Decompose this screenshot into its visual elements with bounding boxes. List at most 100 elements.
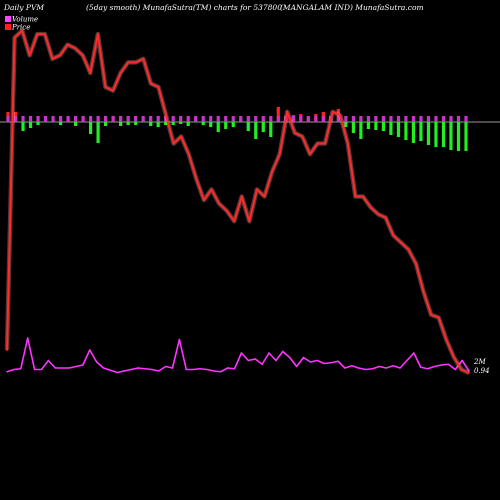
pvm-bar-32 <box>246 122 250 131</box>
pvm-bar-34 <box>261 122 265 132</box>
price-point-28 <box>218 202 220 205</box>
pvm-bar-cap-0 <box>6 116 10 122</box>
price-point-32 <box>248 220 251 223</box>
volume-point-64 <box>447 363 450 365</box>
volume-point-6 <box>47 359 50 362</box>
pvm-bar-cap-4 <box>36 116 40 122</box>
pvm-bar-17 <box>134 122 138 125</box>
pvm-bar-29 <box>224 122 228 129</box>
price-point-10 <box>81 54 84 57</box>
volume-point-11 <box>82 364 84 366</box>
volume-point-40 <box>282 350 284 353</box>
volume-point-14 <box>102 367 105 369</box>
price-point-42 <box>324 142 326 145</box>
price-point-29 <box>225 209 228 212</box>
price-point-41 <box>316 142 319 145</box>
price-point-47 <box>362 195 364 198</box>
pvm-bar-58 <box>441 122 446 147</box>
volume-point-18 <box>130 368 132 371</box>
price-point-3 <box>28 54 31 57</box>
pvm-bar-cap-22 <box>171 116 175 122</box>
pvm-bar-cap-55 <box>419 116 423 122</box>
price-point-30 <box>233 220 236 223</box>
header-center-right: (MANGALAM IND) MunafaSutra.com <box>280 3 424 12</box>
pvm-bar-cap-59 <box>449 116 453 122</box>
volume-point-26 <box>185 368 187 371</box>
price-point-34 <box>263 195 266 198</box>
header-left: Daily PVM <box>3 3 44 12</box>
price-point-53 <box>407 248 410 251</box>
pvm-bar-cap-49 <box>374 116 378 122</box>
volume-point-34 <box>240 352 243 354</box>
pvm-bar-cap-9 <box>73 116 78 122</box>
volume-point-35 <box>247 359 250 362</box>
pvm-bar-cap-36 <box>276 116 280 122</box>
pvm-bar-cap-20 <box>156 116 160 122</box>
pvm-bar-28 <box>216 122 220 132</box>
pvm-bar-51 <box>389 122 393 135</box>
legend-volume-label: Volume <box>12 16 38 24</box>
price-point-8 <box>66 43 69 46</box>
pvm-bar-57 <box>434 122 438 147</box>
volume-point-3 <box>26 337 29 339</box>
pvm-bar-36 <box>276 107 280 122</box>
price-point-0 <box>6 349 8 351</box>
pvm-bar-cap-21 <box>164 116 168 122</box>
price-point-17 <box>134 61 137 64</box>
pvm-bar-11 <box>88 122 93 134</box>
pvm-bar-cap-56 <box>426 116 431 122</box>
pvm-bar-20 <box>156 122 160 127</box>
pvm-bar-cap-5 <box>43 116 48 122</box>
volume-last-label: 2M <box>473 358 486 366</box>
pvm-bar-cap-15 <box>119 116 123 122</box>
pvm-bar-cap-28 <box>216 116 220 122</box>
volume-line <box>6 337 470 374</box>
volume-point-10 <box>75 365 77 368</box>
pvm-bar-cap-13 <box>104 116 108 122</box>
pvm-bar-cap-6 <box>51 116 55 122</box>
volume-point-59 <box>413 352 415 354</box>
volume-point-55 <box>385 367 387 369</box>
pvm-bar-cap-40 <box>306 116 310 122</box>
pvm-bar-cap-53 <box>404 116 408 122</box>
price-point-2 <box>21 29 24 32</box>
pvm-bar-56 <box>426 122 431 145</box>
pvm-bar-cap-26 <box>201 116 205 122</box>
volume-point-33 <box>233 368 236 370</box>
price-line-glow <box>4 28 470 376</box>
pvm-bar-15 <box>119 122 123 126</box>
pvm-bar-50 <box>381 122 386 131</box>
volume-point-7 <box>54 367 56 369</box>
pvm-bar-16 <box>126 122 130 125</box>
pvm-bar-cap-47 <box>359 116 363 122</box>
price-point-16 <box>127 61 130 64</box>
pvm-bar-cap-54 <box>411 116 416 122</box>
volume-point-32 <box>226 367 229 369</box>
price-point-48 <box>369 206 372 208</box>
pvm-bar-cap-10 <box>81 116 85 122</box>
price-point-58 <box>445 338 448 341</box>
price-point-15 <box>119 72 122 74</box>
pvm-bar-cap-48 <box>366 116 370 122</box>
volume-point-19 <box>137 367 139 369</box>
price-line <box>6 29 470 374</box>
pvm-bar-cap-39 <box>299 116 303 122</box>
price-point-27 <box>210 188 213 191</box>
volume-point-44 <box>309 361 312 363</box>
pvm-bar-cap-45 <box>344 116 348 122</box>
price-point-24 <box>187 153 190 156</box>
price-point-31 <box>240 195 243 198</box>
volume-point-24 <box>171 367 174 369</box>
pvm-bar-cap-38 <box>291 116 295 122</box>
pvm-bar-cap-12 <box>96 116 100 122</box>
volume-point-60 <box>420 366 422 368</box>
pvm-bar-59 <box>449 122 453 150</box>
price-point-55 <box>422 290 425 293</box>
pvm-bar-cap-51 <box>389 116 393 122</box>
pvm-bar-cap-16 <box>126 116 130 122</box>
pvm-bar-48 <box>366 122 370 129</box>
volume-point-12 <box>89 349 91 351</box>
price-point-7 <box>59 54 61 57</box>
pvm-bar-24 <box>186 122 190 126</box>
